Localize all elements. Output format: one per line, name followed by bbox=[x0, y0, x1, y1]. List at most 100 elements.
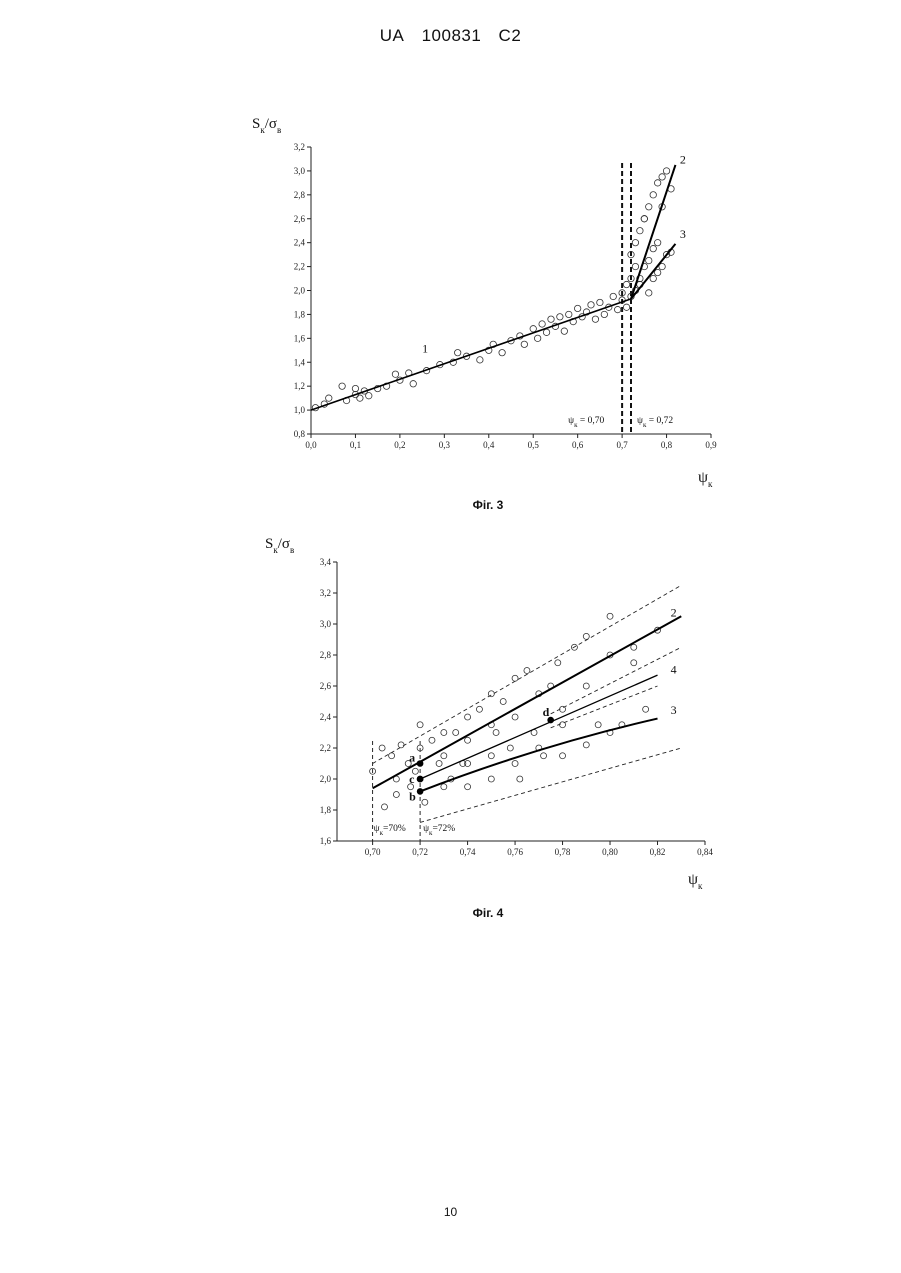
fig3-data-point bbox=[588, 302, 594, 308]
fig4-threshold-label: ψк=70% bbox=[374, 824, 406, 837]
fig4-data-point bbox=[436, 761, 442, 767]
fig3-x-tick-label: 0,6 bbox=[572, 440, 584, 450]
fig4-line-label: 2 bbox=[671, 605, 677, 619]
fig3-y-tick-label: 1,6 bbox=[294, 333, 306, 343]
fig4-y-tick-label: 1,6 bbox=[320, 836, 332, 846]
fig3-data-point bbox=[632, 263, 638, 269]
fig3-data-point bbox=[339, 383, 345, 389]
fig3-data-point bbox=[654, 239, 660, 245]
fig3-y-tick-label: 1,4 bbox=[294, 357, 306, 367]
fig4-x-tick-label: 0,84 bbox=[697, 847, 713, 857]
fig4-marker-point bbox=[417, 788, 424, 795]
fig4-data-point bbox=[493, 730, 499, 736]
fig4-marker-point bbox=[417, 776, 424, 783]
fig4-confidence-band bbox=[373, 585, 682, 763]
fig3-data-point bbox=[659, 174, 665, 180]
fig4-confidence-band bbox=[420, 748, 681, 822]
fig3-data-point bbox=[539, 321, 545, 327]
fig4-x-tick-label: 0,78 bbox=[555, 847, 571, 857]
fig4-y-tick-label: 2,6 bbox=[320, 681, 332, 691]
fig3-line-label: 2 bbox=[680, 153, 686, 167]
fig4-data-point bbox=[379, 745, 385, 751]
fig4-data-point bbox=[465, 784, 471, 790]
fig4-data-point bbox=[555, 660, 561, 666]
fig3-data-point bbox=[650, 192, 656, 198]
y-axis-label: Sк/σв bbox=[252, 116, 281, 135]
fig4-data-point bbox=[517, 776, 523, 782]
y-axis-label: Sк/σв bbox=[265, 536, 294, 555]
fig3-data-point bbox=[614, 306, 620, 312]
fig3-data-point bbox=[601, 311, 607, 317]
fig4-data-point bbox=[607, 613, 613, 619]
fig4-data-point bbox=[500, 699, 506, 705]
fig3-data-point bbox=[521, 341, 527, 347]
fig4-data-point bbox=[381, 804, 387, 810]
fig4-data-point bbox=[429, 737, 435, 743]
figure-4-caption: Фіг. 4 bbox=[0, 906, 901, 920]
fig3-x-tick-label: 0,8 bbox=[661, 440, 673, 450]
fig3-data-point bbox=[632, 239, 638, 245]
fig3-data-point bbox=[650, 245, 656, 251]
fig4-data-point bbox=[441, 730, 447, 736]
fig3-threshold-label: ψк = 0,70 bbox=[568, 416, 604, 429]
fig4-data-point bbox=[476, 706, 482, 712]
fig3-data-point bbox=[326, 395, 332, 401]
fig3-line-label: 3 bbox=[680, 227, 686, 241]
fig4-x-tick-label: 0,74 bbox=[460, 847, 476, 857]
fig4-data-point bbox=[453, 730, 459, 736]
fig4-data-point bbox=[512, 761, 518, 767]
fig4-data-point bbox=[398, 742, 404, 748]
fig3-data-point bbox=[392, 371, 398, 377]
fig4-y-tick-label: 2,2 bbox=[320, 743, 331, 753]
fig3-data-point bbox=[543, 329, 549, 335]
fig3-y-tick-label: 3,0 bbox=[294, 166, 306, 176]
fig3-data-point bbox=[623, 304, 629, 310]
fig4-data-point bbox=[541, 753, 547, 759]
fig4-data-point bbox=[595, 722, 601, 728]
fig3-data-point bbox=[654, 180, 660, 186]
fig3-data-point bbox=[561, 328, 567, 334]
fig4-data-point bbox=[583, 683, 589, 689]
fig3-data-point bbox=[637, 228, 643, 234]
fig3-data-point bbox=[610, 293, 616, 299]
fig4-data-point bbox=[488, 753, 494, 759]
fig4-x-tick-label: 0,76 bbox=[507, 847, 523, 857]
fig3-plot bbox=[307, 147, 711, 438]
fig4-data-point bbox=[560, 722, 566, 728]
fig3-data-point bbox=[499, 349, 505, 355]
fig4-threshold-label: ψк=72% bbox=[423, 824, 455, 837]
fig4-plot bbox=[333, 562, 705, 845]
fig3-data-point bbox=[654, 269, 660, 275]
fig4-data-point bbox=[488, 691, 494, 697]
fig3-data-point bbox=[566, 311, 572, 317]
fig3-data-point bbox=[410, 381, 416, 387]
x-axis-label: ψк bbox=[688, 871, 703, 891]
fig3-data-point bbox=[366, 393, 372, 399]
fig4-data-point bbox=[417, 722, 423, 728]
fig3-data-point bbox=[574, 305, 580, 311]
fig3-x-tick-label: 0,3 bbox=[439, 440, 451, 450]
fig4-y-tick-label: 1,8 bbox=[320, 805, 332, 815]
fig4-line-label: 3 bbox=[671, 703, 677, 717]
fig4-data-point bbox=[488, 776, 494, 782]
fig3-x-tick-label: 0,1 bbox=[350, 440, 361, 450]
fig4-x-tick-label: 0,80 bbox=[602, 847, 618, 857]
fig3-data-point bbox=[646, 257, 652, 263]
fig3-data-point bbox=[592, 316, 598, 322]
fig4-y-tick-label: 2,4 bbox=[320, 712, 332, 722]
fig4-data-point bbox=[524, 668, 530, 674]
fig4-y-tick-label: 2,8 bbox=[320, 650, 332, 660]
x-axis-label: ψк bbox=[698, 469, 713, 489]
fig4-x-tick-label: 0,82 bbox=[650, 847, 666, 857]
fig3-y-tick-label: 2,4 bbox=[294, 238, 306, 248]
fig3-x-tick-label: 0,5 bbox=[528, 440, 540, 450]
fig4-data-point bbox=[631, 644, 637, 650]
fig4-marker-point bbox=[417, 760, 424, 767]
fig3-y-tick-label: 1,8 bbox=[294, 309, 306, 319]
fig3-x-tick-label: 0,7 bbox=[616, 440, 628, 450]
fig3-data-point bbox=[548, 316, 554, 322]
page-number: 10 bbox=[0, 1205, 901, 1219]
fig3-data-point bbox=[650, 275, 656, 281]
fig3-y-tick-label: 2,8 bbox=[294, 190, 306, 200]
